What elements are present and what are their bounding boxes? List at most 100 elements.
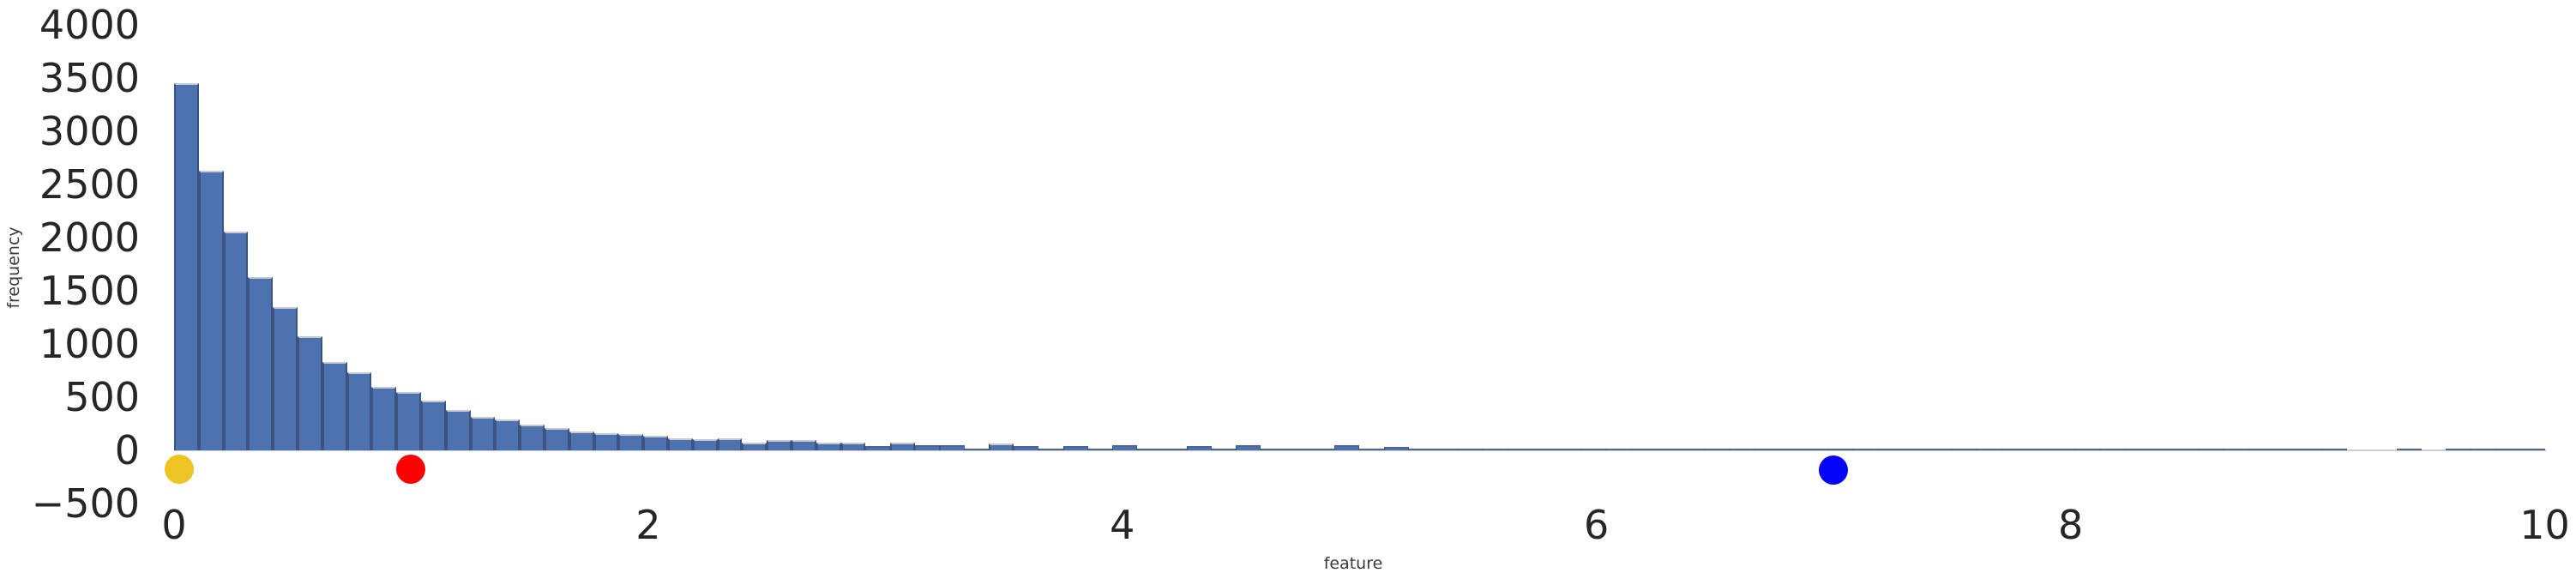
- histogram-bar: [1161, 449, 1187, 450]
- histogram-bar: [297, 336, 322, 450]
- histogram-bar: [1927, 449, 1953, 450]
- histogram-bar: [569, 431, 594, 450]
- histogram-bar: [2174, 449, 2200, 450]
- histogram-bar: [322, 362, 347, 450]
- histogram-bar: [618, 434, 644, 450]
- histogram-bar: [1902, 449, 1928, 450]
- histogram-bar: [2446, 449, 2471, 450]
- histogram-bar: [1458, 449, 1484, 450]
- histogram-bar: [692, 439, 718, 450]
- histogram-bar: [1680, 449, 1706, 450]
- histogram-bar: [791, 440, 816, 450]
- histogram-bar: [1483, 449, 1508, 450]
- histogram-bar: [1087, 449, 1113, 450]
- plot-area: [164, 0, 2546, 579]
- histogram-bar: [593, 433, 619, 450]
- histogram-bar: [2149, 449, 2175, 450]
- histogram-bar: [1631, 449, 1656, 450]
- histogram-bar: [643, 436, 668, 450]
- histogram-bar: [939, 445, 965, 450]
- histogram-bar: [989, 443, 1014, 450]
- y-tick-label: 2500: [39, 161, 140, 208]
- x-tick-label: 4: [1110, 502, 1135, 548]
- histogram-bar: [198, 171, 224, 450]
- histogram-bar: [2495, 449, 2520, 450]
- histogram-bar: [667, 438, 693, 450]
- x-tick-label: 8: [2057, 502, 2084, 548]
- histogram-bar: [223, 232, 249, 450]
- histogram-bar: [1532, 449, 1557, 450]
- histogram-bar: [420, 401, 446, 450]
- y-tick-label: 2000: [39, 214, 140, 261]
- histogram-bar: [2248, 449, 2273, 450]
- histogram-bar: [1062, 446, 1088, 450]
- histogram-bar: [1952, 449, 1977, 450]
- y-axis-title: frequency: [4, 226, 23, 309]
- y-tick-label: 0: [114, 427, 140, 473]
- histogram-bar: [2519, 449, 2545, 450]
- histogram-bar: [1730, 449, 1755, 450]
- histogram-bar: [1606, 449, 1632, 450]
- histogram-bar: [1828, 449, 1854, 450]
- histogram-bar: [2297, 449, 2323, 450]
- histogram-bar: [2272, 449, 2298, 450]
- histogram-bar: [1556, 449, 1582, 450]
- y-tick-label: 4000: [39, 2, 140, 48]
- histogram-bar: [1186, 446, 1212, 450]
- histogram-bar: [2322, 449, 2348, 450]
- histogram-bar: [1977, 449, 2002, 450]
- histogram-bar: [470, 417, 496, 450]
- histogram-bar: [816, 443, 841, 450]
- histogram-bar: [2075, 449, 2101, 450]
- histogram-bar: [1038, 449, 1063, 450]
- histogram-bar: [544, 428, 569, 450]
- histogram-bar: [346, 372, 372, 450]
- histogram-bar: [495, 419, 521, 450]
- histogram-bar: [1655, 449, 1681, 450]
- histogram-bar: [520, 425, 545, 450]
- y-tick-label: 500: [64, 374, 140, 420]
- histogram-bar: [1878, 449, 1903, 450]
- x-axis-title: feature: [1323, 554, 1383, 573]
- histogram-bar: [840, 443, 866, 450]
- histogram-bar: [2471, 449, 2495, 450]
- histogram-bar: [248, 277, 274, 450]
- histogram-bar: [2224, 449, 2248, 450]
- histogram-bar: [2050, 449, 2076, 450]
- histogram-bar: [1408, 449, 1434, 450]
- yellow-dot: [164, 454, 194, 484]
- histogram-bar: [890, 443, 915, 450]
- histogram-bar: [2396, 449, 2422, 450]
- histogram-bar: [2100, 449, 2126, 450]
- histogram-bar: [865, 446, 891, 450]
- histogram-bar: [2001, 449, 2026, 450]
- histogram-bar: [1433, 449, 1459, 450]
- histogram-bar: [1705, 449, 1730, 450]
- histogram-bar: [1754, 449, 1779, 450]
- x-tick-label: 2: [635, 502, 661, 548]
- histogram-bar: [1014, 446, 1038, 450]
- histogram-bar: [174, 83, 199, 450]
- histogram-bar: [1853, 449, 1879, 450]
- y-tick-label: 3000: [39, 108, 140, 154]
- histogram-bar: [1359, 449, 1385, 450]
- histogram-bar: [273, 307, 298, 450]
- y-tick-label: 1000: [39, 321, 140, 367]
- x-axis-baseline: [174, 449, 2546, 451]
- histogram-bar: [1384, 447, 1409, 450]
- histogram-bar: [2025, 449, 2051, 450]
- histogram-bar: [1112, 445, 1138, 450]
- histogram-bar: [1236, 445, 1261, 450]
- histogram-bar: [445, 410, 471, 450]
- histogram-bar: [2125, 449, 2150, 450]
- y-tick-label: 3500: [39, 55, 140, 101]
- y-tick-label: 1500: [39, 268, 140, 314]
- histogram-bar: [1261, 449, 1285, 450]
- histogram-bar: [1309, 449, 1335, 450]
- blue-dot: [1819, 455, 1849, 485]
- histogram-bar: [717, 438, 743, 450]
- histogram-bar: [1779, 449, 1804, 450]
- y-tick-label: −500: [31, 480, 140, 527]
- histogram-bar: [914, 445, 940, 450]
